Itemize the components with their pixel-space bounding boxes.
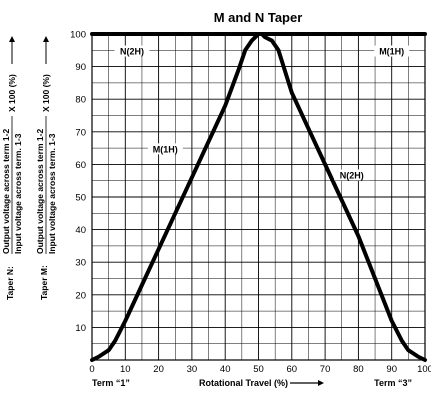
chart-title: M and N Taper bbox=[214, 10, 303, 25]
annotation-bg bbox=[334, 169, 370, 181]
annotation-bg bbox=[147, 143, 183, 155]
y-tick-label: 60 bbox=[75, 160, 86, 171]
x-tick-label: 40 bbox=[220, 364, 231, 375]
taper-m-denominator: Input voltage across term. 1-3 bbox=[47, 133, 57, 254]
x-tick-label: 70 bbox=[320, 364, 331, 375]
x-tick-label: 60 bbox=[287, 364, 298, 375]
x-axis-label: Rotational Travel (%) bbox=[199, 378, 288, 388]
y-tick-label: 20 bbox=[75, 290, 86, 301]
x-axis-arrow bbox=[290, 380, 324, 386]
x-tick-label: 80 bbox=[353, 364, 364, 375]
y-tick-label: 100 bbox=[70, 30, 86, 41]
y-tick-label: 30 bbox=[75, 258, 86, 269]
x-tick-label: 0 bbox=[89, 364, 94, 375]
series-lines bbox=[90, 32, 427, 362]
taper-m-factor: X 100 (%) bbox=[41, 74, 51, 112]
taper-m-numerator: Output voltage across term 1-2 bbox=[35, 129, 45, 254]
annotation-bg bbox=[374, 45, 410, 57]
taper-n-prefix: Taper N: bbox=[5, 266, 15, 300]
y-label-taper-m: Taper M: Output voltage across term 1-2 … bbox=[35, 36, 57, 300]
x-tick-label: 50 bbox=[253, 364, 264, 375]
taper-m-prefix: Taper M: bbox=[39, 265, 49, 300]
curve-label: N(2H) bbox=[340, 170, 364, 180]
curve-label: M(1H) bbox=[379, 47, 404, 57]
taper-n-numerator: Output voltage across term 1-2 bbox=[1, 129, 11, 254]
y-label-taper-n: Taper N: Output voltage across term 1-2 … bbox=[1, 36, 23, 300]
y-tick-label: 40 bbox=[75, 225, 86, 236]
curve-label: M(1H) bbox=[153, 144, 178, 154]
grid bbox=[91, 33, 426, 361]
term-3-label: Term “3” bbox=[374, 378, 412, 388]
taper-n-factor: X 100 (%) bbox=[7, 74, 17, 112]
y-tick-label: 50 bbox=[75, 193, 86, 204]
x-tick-labels: 0 10 20 30 40 50 60 70 80 90 100 bbox=[89, 364, 431, 375]
taper-n-denominator: Input voltage across term. 1-3 bbox=[13, 133, 23, 254]
y-tick-label: 90 bbox=[75, 62, 86, 73]
x-tick-label: 90 bbox=[386, 364, 397, 375]
x-tick-label: 10 bbox=[120, 364, 131, 375]
curve-label: N(2H) bbox=[120, 47, 144, 57]
annotation-bg bbox=[114, 45, 150, 57]
x-tick-label: 100 bbox=[417, 364, 431, 375]
x-tick-label: 20 bbox=[153, 364, 164, 375]
y-tick-label: 70 bbox=[75, 127, 86, 138]
x-tick-label: 30 bbox=[187, 364, 198, 375]
y-tick-labels: 10 20 30 40 50 60 70 80 90 100 bbox=[70, 30, 86, 334]
term-1-label: Term “1” bbox=[92, 378, 130, 388]
y-tick-label: 10 bbox=[75, 323, 86, 334]
y-tick-label: 80 bbox=[75, 95, 86, 106]
annotations: N(2H) M(1H) M(1H) N(2H) bbox=[114, 45, 410, 181]
